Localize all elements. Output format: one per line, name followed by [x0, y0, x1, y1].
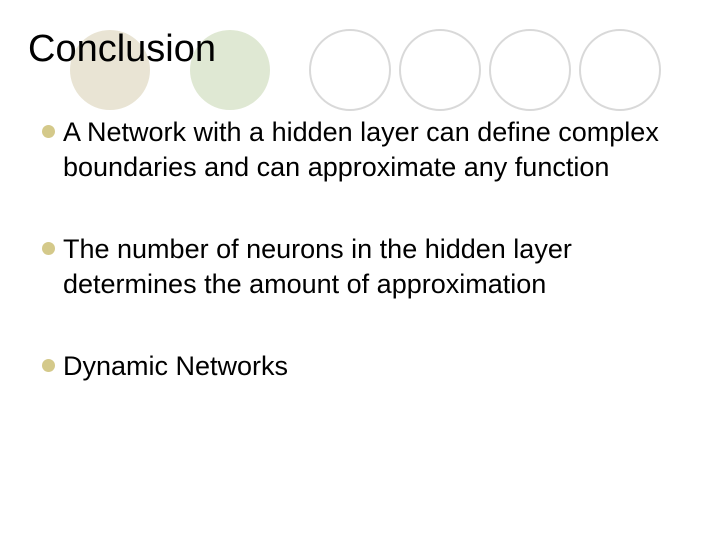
bullet-dot-icon: [42, 242, 55, 255]
bullet-item: Dynamic Networks: [42, 349, 678, 384]
bullet-text: Dynamic Networks: [63, 349, 288, 384]
bullet-list: A Network with a hidden layer can define…: [42, 115, 678, 432]
bullet-dot-icon: [42, 125, 55, 138]
bullet-item: A Network with a hidden layer can define…: [42, 115, 678, 184]
slide-title: Conclusion: [28, 28, 216, 71]
bullet-text: A Network with a hidden layer can define…: [63, 115, 678, 184]
bullet-text: The number of neurons in the hidden laye…: [63, 232, 678, 301]
decorative-circle: [580, 30, 660, 110]
bullet-dot-icon: [42, 359, 55, 372]
decorative-circle: [310, 30, 390, 110]
bullet-item: The number of neurons in the hidden laye…: [42, 232, 678, 301]
decorative-circle: [400, 30, 480, 110]
decorative-circle: [490, 30, 570, 110]
